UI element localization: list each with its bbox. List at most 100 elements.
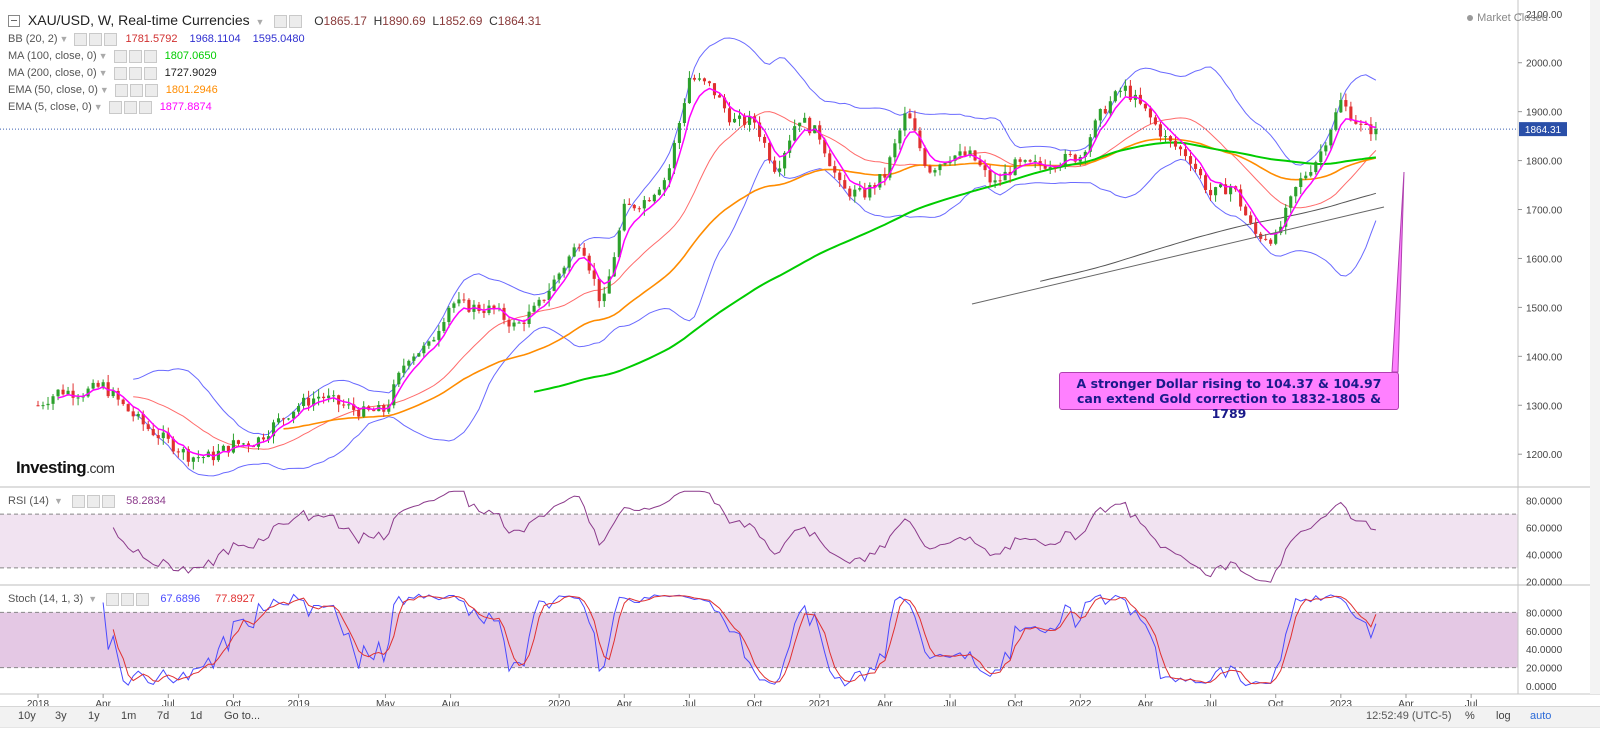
- status-dot-icon: [1467, 15, 1474, 22]
- candle-body: [512, 322, 516, 327]
- candle-body: [968, 150, 972, 156]
- close-icon[interactable]: [102, 494, 116, 508]
- chevron-down-icon[interactable]: ▼: [98, 68, 108, 78]
- candle-body: [592, 270, 596, 279]
- chart-header: XAU/USD, W, Real-time Currencies ▼ O1865…: [8, 11, 541, 29]
- stoch-legend: Stoch (14, 1, 3) ▼ 67.6896 77.8927: [8, 591, 267, 607]
- visibility-icon[interactable]: [87, 494, 101, 508]
- candle-body: [286, 418, 291, 420]
- visibility-icon[interactable]: [128, 66, 142, 80]
- chevron-down-icon[interactable]: ▼: [54, 496, 63, 506]
- clock-readout: 12:52:49 (UTC-5): [1366, 710, 1452, 722]
- indicator-name[interactable]: MA (200, close, 0): [8, 67, 97, 79]
- collapse-icon[interactable]: [8, 15, 20, 28]
- visibility-icon[interactable]: [89, 32, 103, 46]
- indicator-name[interactable]: EMA (50, close, 0): [8, 84, 98, 96]
- settings-icon[interactable]: [72, 494, 86, 508]
- percent-toggle[interactable]: %: [1465, 710, 1475, 722]
- candle-body: [938, 164, 942, 171]
- x-tick-label: Apr: [95, 699, 111, 706]
- candle-body: [582, 247, 586, 256]
- visibility-icon[interactable]: [129, 83, 143, 97]
- settings-icon[interactable]: [106, 592, 120, 606]
- scrollbar-strip[interactable]: [0, 727, 1600, 744]
- candle-body: [1198, 168, 1203, 176]
- range-1m-button[interactable]: 1m: [121, 710, 137, 722]
- chevron-down-icon[interactable]: ▼: [59, 34, 69, 44]
- stoch-d-value: 77.8927: [215, 593, 255, 605]
- rsi-tick-label: 40.0000: [1526, 550, 1563, 561]
- settings-icon[interactable]: [114, 83, 128, 97]
- candle-body: [161, 432, 165, 439]
- stoch-band: [0, 612, 1518, 668]
- indicator-row: BB (20, 2) ▼ 1781.5792 1968.1104 1595.0480: [8, 31, 317, 47]
- indicator-name[interactable]: EMA (5, close, 0): [8, 101, 92, 113]
- settings-icon[interactable]: [113, 49, 127, 63]
- chevron-down-icon[interactable]: ▼: [93, 102, 103, 112]
- candle-body: [983, 165, 987, 171]
- indicator-name[interactable]: MA (100, close, 0): [8, 50, 97, 62]
- chevron-down-icon[interactable]: ▼: [98, 51, 108, 61]
- candle-body: [1148, 108, 1152, 118]
- candle-body: [116, 390, 120, 400]
- candle-body: [1354, 120, 1358, 124]
- candle-body: [171, 438, 175, 452]
- candle-body: [727, 108, 732, 123]
- rsi-legend: RSI (14) ▼ 58.2834: [8, 493, 178, 509]
- visibility-icon[interactable]: [289, 14, 303, 28]
- chevron-down-icon[interactable]: ▼: [255, 17, 265, 27]
- close-icon[interactable]: [136, 592, 150, 606]
- visibility-icon[interactable]: [121, 592, 135, 606]
- rsi-name[interactable]: RSI (14): [8, 495, 49, 507]
- candle-body: [146, 424, 150, 430]
- candle-body: [677, 123, 681, 143]
- chevron-down-icon[interactable]: ▼: [88, 594, 98, 604]
- visibility-icon[interactable]: [123, 100, 137, 114]
- annotation-callout[interactable]: A stronger Dollar rising to 104.37 & 104…: [1059, 372, 1399, 421]
- candle-body: [893, 143, 897, 158]
- close-icon[interactable]: [143, 66, 157, 80]
- indicator-name[interactable]: BB (20, 2): [8, 33, 58, 45]
- chevron-down-icon[interactable]: ▼: [99, 85, 109, 95]
- close-icon[interactable]: [138, 100, 152, 114]
- range-1y-button[interactable]: 1y: [88, 710, 100, 722]
- candle-body: [1359, 123, 1363, 125]
- candle-body: [552, 279, 556, 291]
- candle-body: [833, 166, 837, 173]
- candle-body: [758, 122, 762, 137]
- candle-body: [477, 304, 481, 311]
- goto-button[interactable]: Go to...: [224, 710, 261, 722]
- symbol-title[interactable]: XAU/USD, W, Real-time Currencies: [27, 12, 250, 28]
- candle-body: [382, 405, 386, 412]
- candle-body: [722, 97, 727, 109]
- settings-icon[interactable]: [113, 66, 127, 80]
- settings-icon[interactable]: [108, 100, 122, 114]
- candle-body: [1123, 85, 1127, 91]
- close-icon[interactable]: [143, 49, 157, 63]
- candle-body: [923, 148, 927, 166]
- candle-body: [908, 113, 912, 119]
- candle-body: [732, 118, 737, 123]
- candle-body: [577, 247, 581, 249]
- range-1d-button[interactable]: 1d: [190, 710, 203, 722]
- candle-body: [1249, 215, 1253, 224]
- settings-icon[interactable]: [74, 32, 88, 46]
- chart-canvas[interactable]: 1864.31 2100.00 2000.00 1900.00 1800.00 1700.…: [0, 0, 1600, 706]
- range-7d-button[interactable]: 7d: [157, 710, 170, 722]
- visibility-icon[interactable]: [128, 49, 142, 63]
- rsi-tick-label: 60.0000: [1526, 524, 1563, 535]
- auto-toggle[interactable]: auto: [1530, 710, 1552, 722]
- range-3y-button[interactable]: 3y: [55, 710, 67, 722]
- stoch-name[interactable]: Stoch (14, 1, 3): [8, 593, 84, 605]
- candle-body: [843, 180, 847, 189]
- x-tick-label: 2023: [1330, 699, 1353, 706]
- range-10y-button[interactable]: 10y: [18, 710, 36, 722]
- candle-body: [622, 203, 626, 231]
- settings-icon[interactable]: [274, 14, 288, 28]
- candle-body: [261, 437, 266, 440]
- x-tick-label: Apr: [877, 699, 893, 706]
- close-icon[interactable]: [144, 83, 158, 97]
- close-icon[interactable]: [104, 32, 118, 46]
- candle-body: [828, 153, 832, 167]
- log-toggle[interactable]: log: [1496, 710, 1511, 722]
